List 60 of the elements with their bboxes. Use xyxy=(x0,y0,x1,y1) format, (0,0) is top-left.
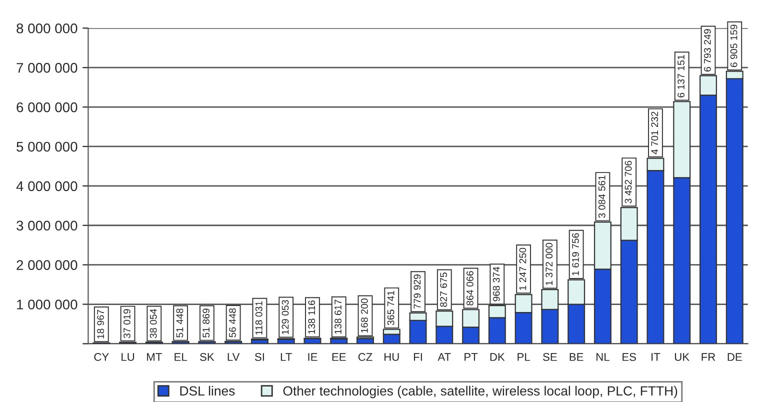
total-label: 864 066 xyxy=(466,271,474,306)
total-label: 827 675 xyxy=(440,272,448,307)
y-tick-label: 2 000 000 xyxy=(16,260,78,270)
y-tick-label: 3 000 000 xyxy=(16,220,78,231)
x-tick-label: SK xyxy=(200,353,214,361)
total-label: 779 929 xyxy=(414,274,421,309)
total-label: 3 084 561 xyxy=(598,175,606,218)
y-tick-label: 6 000 000 xyxy=(16,102,78,112)
x-tick-label: CZ xyxy=(358,353,372,361)
x-tick-label: NL xyxy=(596,353,610,361)
x-tick-label: CY xyxy=(94,353,109,361)
total-label: 3 452 706 xyxy=(624,160,632,204)
y-tick-label: 8 000 000 xyxy=(16,23,78,34)
total-label: 138 617 xyxy=(334,300,342,334)
total-label: 1 372 000 xyxy=(546,242,553,286)
x-tick-label: DK xyxy=(490,353,505,361)
total-label: 4 701 232 xyxy=(651,112,658,154)
x-tick-label: SI xyxy=(254,353,264,361)
y-tick-label: 7 000 000 xyxy=(16,62,78,73)
x-tick-label: LU xyxy=(122,353,134,361)
total-label: 56 448 xyxy=(229,308,236,338)
x-tick-label: BE xyxy=(570,353,584,361)
x-tick-label: MT xyxy=(147,353,162,361)
total-label: 18 967 xyxy=(97,310,104,338)
x-tick-label: AT xyxy=(438,353,451,361)
y-tick-label: 4 000 000 xyxy=(16,181,78,192)
x-tick-label: FI xyxy=(414,353,422,361)
total-label: 968 374 xyxy=(492,266,500,302)
x-tick-label: PT xyxy=(464,353,478,361)
total-label: 51 869 xyxy=(202,308,210,338)
total-label: 168 200 xyxy=(360,298,368,333)
legend-label: Other technologies (cable, satellite, wireless local loop, PLC, FTTH) xyxy=(283,386,678,398)
x-tick-label: SE xyxy=(543,353,557,361)
x-tick-label: FR xyxy=(702,353,716,361)
total-label: 1 619 756 xyxy=(572,233,579,276)
total-label: 51 448 xyxy=(176,308,184,338)
x-tick-label: PL xyxy=(518,353,530,361)
total-label: 365 741 xyxy=(387,290,394,326)
y-tick-label: 5 000 000 xyxy=(16,142,78,152)
x-tick-label: LT xyxy=(280,353,292,361)
total-label: 129 053 xyxy=(282,300,289,334)
total-label: 118 031 xyxy=(255,301,262,335)
x-tick-label: ES xyxy=(622,353,636,361)
total-label: 138 116 xyxy=(308,300,316,334)
total-label: 6 137 151 xyxy=(678,55,684,98)
total-label: 6 793 249 xyxy=(704,29,711,72)
x-tick-label: DE xyxy=(728,353,742,361)
y-tick-label: 1 000 000 xyxy=(17,300,78,310)
total-label: 1 247 250 xyxy=(519,248,526,290)
total-label: 6 905 159 xyxy=(730,24,738,68)
total-label: 37 019 xyxy=(124,309,130,338)
x-tick-label: IT xyxy=(652,353,660,361)
legend-label: DSL lines xyxy=(180,386,235,396)
x-tick-label: LV xyxy=(228,353,240,361)
x-tick-label: EL xyxy=(174,353,187,361)
total-label: 38 054 xyxy=(150,308,157,338)
x-tick-label: UK xyxy=(675,353,690,361)
x-tick-label: EE xyxy=(332,353,346,361)
x-tick-label: IE xyxy=(308,353,318,361)
x-tick-label: HU xyxy=(384,353,399,361)
